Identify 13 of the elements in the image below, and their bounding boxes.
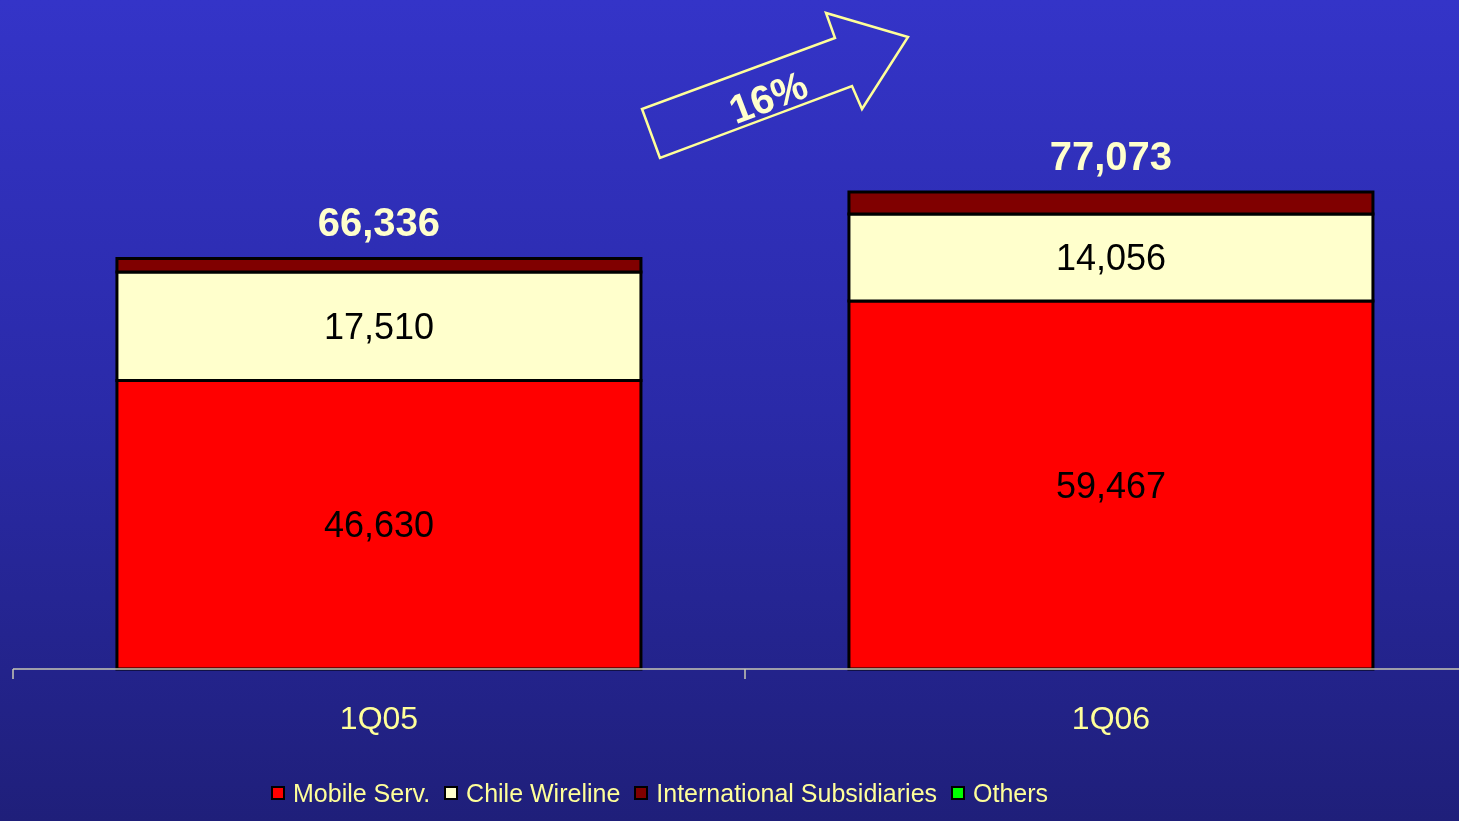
data-label: 14,056 xyxy=(1055,237,1166,279)
legend-label: Others xyxy=(973,778,1049,808)
text: 16% xyxy=(722,62,814,132)
legend-label: Mobile Serv. xyxy=(293,778,431,808)
data-label: 59,467 xyxy=(1055,464,1166,506)
x-tick-label: 1Q06 xyxy=(1071,700,1151,736)
data-label: 17,510 xyxy=(323,306,434,348)
data-label: 46,630 xyxy=(323,504,434,546)
legend-label: International Subsidiaries xyxy=(656,778,938,808)
x-tick-label: 1Q05 xyxy=(339,700,419,736)
total-label: 77,073 xyxy=(1049,134,1173,178)
legend-label: Chile Wireline xyxy=(466,778,621,808)
total-label: 66,336 xyxy=(317,200,441,245)
